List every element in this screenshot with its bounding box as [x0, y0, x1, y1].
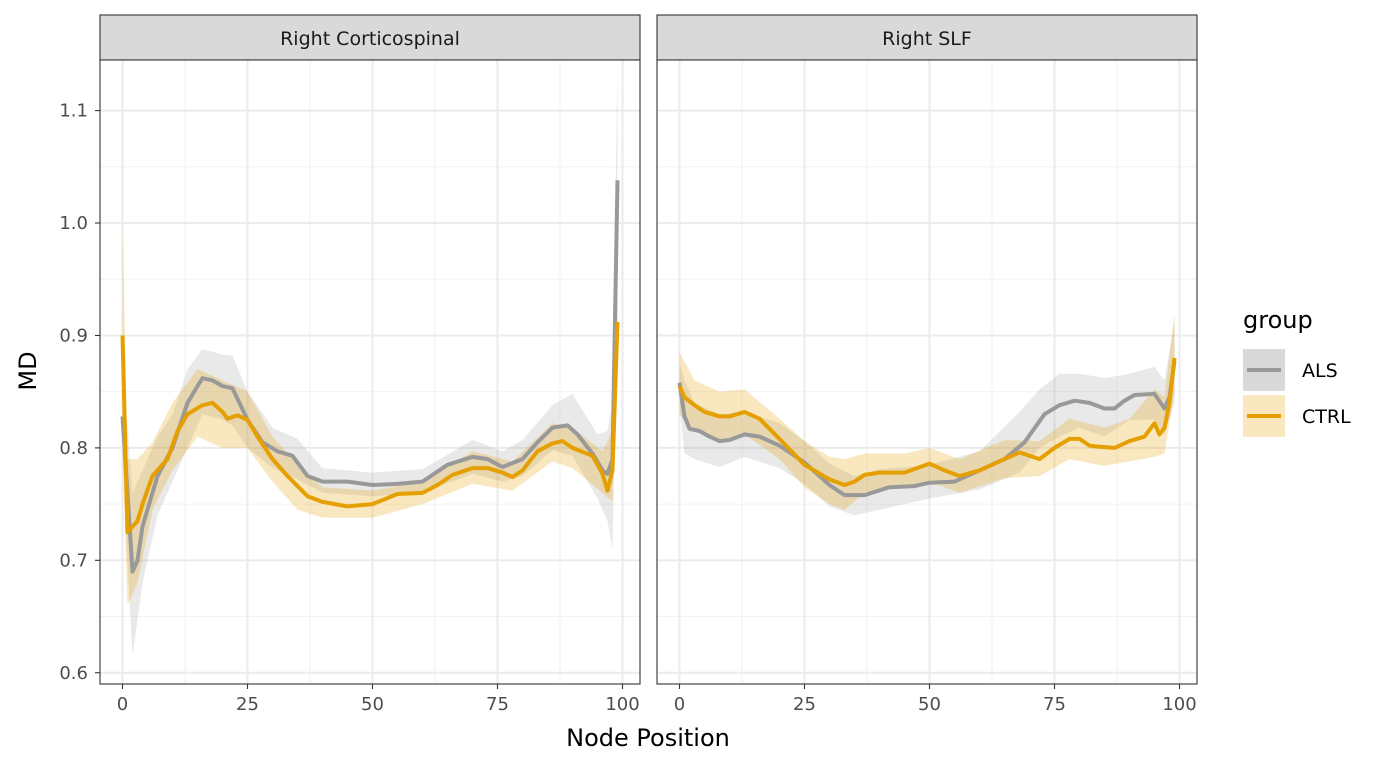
legend: group ALS CTRL — [1243, 306, 1351, 437]
panels: Right Corticospinal 0 25 50 75 100 0.6 0.7 0.8 0.… — [59, 14, 1198, 715]
x-tick-label-right-corticospinal: 0 — [117, 694, 128, 715]
x-tick-label-right-corticospinal: 50 — [361, 694, 384, 715]
line-ctrl-right-corticospinal — [120, 321, 620, 535]
x-axis-title: Node Position — [566, 724, 730, 752]
x-tick-label-right-slf: 25 — [793, 694, 816, 715]
x-tick-label-right-slf: 0 — [674, 694, 685, 715]
y-tick-label: 1.1 — [59, 101, 88, 122]
x-tick-label-right-slf: 75 — [1043, 694, 1066, 715]
legend-title: group — [1243, 306, 1313, 334]
legend-item-ctrl: CTRL — [1243, 395, 1351, 437]
panel-right-slf: Right SLF 0 25 50 75 100 — [656, 14, 1198, 715]
strip-title-right-corticospinal: Right Corticospinal — [280, 28, 460, 50]
y-axis-title: MD — [14, 351, 42, 390]
legend-label-als: ALS — [1302, 360, 1338, 382]
y-tick-label: 0.7 — [59, 550, 88, 571]
x-tick-label-right-slf: 100 — [1162, 694, 1196, 715]
strip-right-corticospinal — [99, 14, 641, 61]
line-ctrl-right-slf — [677, 357, 1177, 487]
y-tick-label: 1.0 — [59, 213, 88, 234]
band-als-right-slf — [679, 322, 1175, 516]
band-als-right-corticospinal — [122, 60, 618, 656]
plot-area-right-slf — [657, 60, 1197, 684]
strip-right-slf — [656, 14, 1198, 61]
strip-title-right-slf: Right SLF — [882, 28, 972, 50]
x-tick-label-right-corticospinal: 25 — [236, 694, 259, 715]
plot-area-right-corticospinal — [100, 60, 640, 684]
y-tick-label: 0.9 — [59, 325, 88, 346]
x-tick-label-right-corticospinal: 100 — [605, 694, 639, 715]
x-tick-label-right-corticospinal: 75 — [486, 694, 509, 715]
y-tick-label: 0.8 — [59, 438, 88, 459]
panel-border-right-corticospinal — [99, 59, 641, 685]
line-als-right-corticospinal — [120, 180, 620, 574]
legend-label-ctrl: CTRL — [1302, 406, 1351, 428]
line-als-right-slf — [677, 361, 1177, 498]
panel-right-corticospinal: Right Corticospinal 0 25 50 75 100 0.6 0.7 0.8 0.… — [59, 14, 641, 715]
panel-border-right-slf — [656, 59, 1198, 685]
y-tick-label: 0.6 — [59, 663, 88, 684]
legend-item-als: ALS — [1243, 349, 1338, 391]
x-tick-label-right-slf: 50 — [918, 694, 941, 715]
